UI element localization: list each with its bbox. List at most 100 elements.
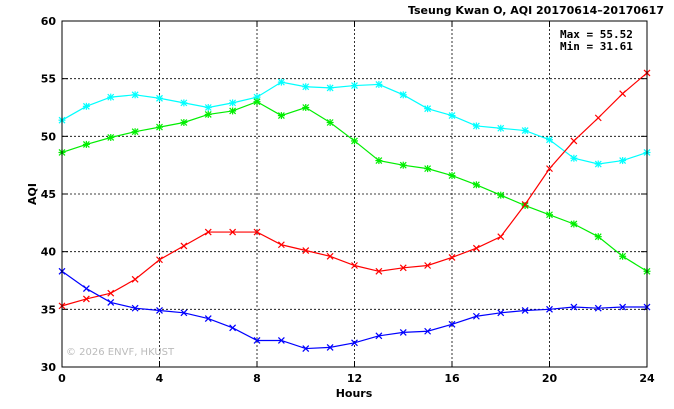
data-point <box>375 332 383 340</box>
data-point <box>253 228 261 236</box>
data-point <box>570 154 578 162</box>
x-tick-label: 0 <box>58 372 66 385</box>
data-point <box>546 211 553 219</box>
data-point <box>326 118 334 126</box>
data-point <box>180 99 188 107</box>
data-point <box>326 252 334 260</box>
data-point <box>180 309 188 317</box>
data-point <box>375 267 383 275</box>
data-point <box>594 114 602 122</box>
x-tick-label: 4 <box>156 372 164 385</box>
data-point <box>399 264 407 272</box>
data-point <box>326 343 334 351</box>
data-point <box>375 80 383 88</box>
x-tick-label: 20 <box>542 372 558 385</box>
data-point <box>570 303 578 311</box>
data-point <box>619 157 627 165</box>
data-point <box>277 337 285 344</box>
data-point <box>326 84 334 92</box>
data-point <box>546 165 553 173</box>
data-point <box>204 315 212 322</box>
data-point <box>229 228 237 236</box>
data-point <box>594 160 602 168</box>
data-point <box>351 339 358 347</box>
data-point <box>351 137 358 145</box>
data-point <box>448 172 456 180</box>
data-point <box>302 247 310 254</box>
x-tick-label: 16 <box>444 372 460 385</box>
data-point <box>131 91 139 99</box>
data-point <box>302 104 310 111</box>
data-point <box>399 328 407 336</box>
data-point <box>399 161 407 169</box>
y-tick-label: 35 <box>41 303 56 316</box>
data-point <box>277 112 285 120</box>
data-point <box>253 337 261 344</box>
data-point <box>229 324 237 332</box>
data-point <box>546 136 553 144</box>
data-point <box>521 127 529 135</box>
data-point <box>107 133 115 141</box>
x-axis-label: Hours <box>336 387 373 400</box>
data-point <box>399 91 407 99</box>
data-point <box>180 118 188 126</box>
axis-ticks: 0 4 8 12 16 20 24 30 35 40 45 50 55 60 <box>41 15 655 385</box>
data-point <box>204 228 212 236</box>
y-tick-label: 50 <box>41 130 57 143</box>
data-point <box>424 327 432 335</box>
data-point <box>619 90 627 98</box>
data-point <box>424 262 432 269</box>
data-point <box>156 256 163 264</box>
y-tick-label: 45 <box>41 188 56 201</box>
data-point <box>156 123 163 131</box>
data-point <box>570 137 578 145</box>
x-tick-label: 24 <box>639 372 655 385</box>
y-tick-label: 30 <box>41 361 57 374</box>
max-stat: Max = 55.52 <box>560 28 633 41</box>
data-point <box>82 140 90 148</box>
min-stat: Min = 31.61 <box>560 40 633 53</box>
data-point <box>204 110 212 118</box>
data-point <box>351 262 358 269</box>
gridlines <box>62 21 647 367</box>
data-point <box>448 254 456 261</box>
y-tick-label: 55 <box>41 73 56 86</box>
data-point <box>472 122 480 130</box>
data-point <box>546 305 553 313</box>
x-tick-label: 8 <box>253 372 261 385</box>
data-point <box>302 83 310 91</box>
watermark-text: © 2026 ENVF, HKUST <box>66 347 175 358</box>
data-point <box>131 128 139 136</box>
data-point <box>277 241 285 249</box>
data-point <box>497 309 505 317</box>
data-point <box>472 312 480 320</box>
data-point <box>131 304 139 312</box>
data-point <box>594 304 602 312</box>
data-point <box>107 298 115 306</box>
data-point <box>277 78 285 86</box>
data-point <box>82 295 90 303</box>
data-point <box>107 289 115 297</box>
data-point <box>472 244 480 252</box>
data-point <box>204 104 212 111</box>
y-axis-label: AQI <box>26 183 39 205</box>
data-point <box>229 107 237 115</box>
data-point <box>424 105 432 113</box>
chart-title: Tseung Kwan O, AQI 20170614–20170617 <box>408 4 664 17</box>
data-point <box>156 307 163 314</box>
x-tick-label: 12 <box>347 372 362 385</box>
data-point <box>253 98 261 106</box>
data-point <box>497 191 505 199</box>
data-point <box>619 303 627 311</box>
data-point <box>521 307 529 314</box>
data-point <box>424 165 432 173</box>
series-2 <box>58 98 651 275</box>
data-point <box>107 93 115 101</box>
data-point <box>131 275 139 283</box>
data-point <box>497 124 505 132</box>
data-point <box>448 112 456 120</box>
data-point <box>570 220 578 228</box>
series-layer <box>58 69 651 352</box>
series-1 <box>58 78 651 168</box>
